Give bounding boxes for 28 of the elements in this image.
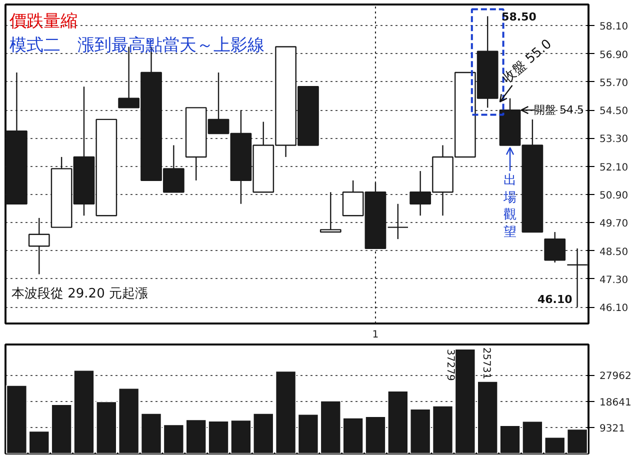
y-tick-label: 27962 bbox=[600, 371, 632, 382]
text: 價跌量縮 bbox=[10, 12, 78, 32]
y-tick-label: 18641 bbox=[600, 397, 632, 408]
annotation: 46.10 bbox=[537, 293, 573, 306]
y-tick-label: 53.30 bbox=[600, 134, 628, 146]
y-tick-label: 50.90 bbox=[600, 190, 628, 202]
annotation: 58.50 bbox=[502, 10, 537, 24]
y-tick-label: 9321 bbox=[600, 423, 625, 434]
candlestick bbox=[28, 217, 50, 275]
candlestick bbox=[320, 192, 342, 233]
text: 模式二 漲到最高點當天～上影線 bbox=[10, 36, 264, 56]
y-tick-label: 56.90 bbox=[600, 50, 628, 61]
y-tick-label: 55.70 bbox=[600, 78, 628, 89]
y-tick-label: 58.10 bbox=[600, 22, 628, 33]
annotation: 出場觀望 bbox=[502, 173, 517, 240]
data-label: 25731 bbox=[480, 347, 492, 380]
candlestick bbox=[387, 203, 409, 240]
candlestick bbox=[544, 231, 566, 264]
annotation: 本波段從 29.20 元起漲 bbox=[12, 286, 148, 302]
text: 1 bbox=[372, 330, 379, 340]
y-tick-label: 46.10 bbox=[600, 303, 628, 314]
data-label: 37279 bbox=[444, 349, 456, 381]
y-tick-label: 48.50 bbox=[600, 246, 628, 258]
y-tick-label: 49.70 bbox=[600, 218, 628, 230]
annotation: 開盤 54.5 bbox=[534, 104, 584, 117]
y-tick-label: 54.50 bbox=[600, 106, 628, 118]
y-tick-label: 47.30 bbox=[600, 274, 628, 286]
y-tick-label: 52.10 bbox=[600, 162, 628, 174]
